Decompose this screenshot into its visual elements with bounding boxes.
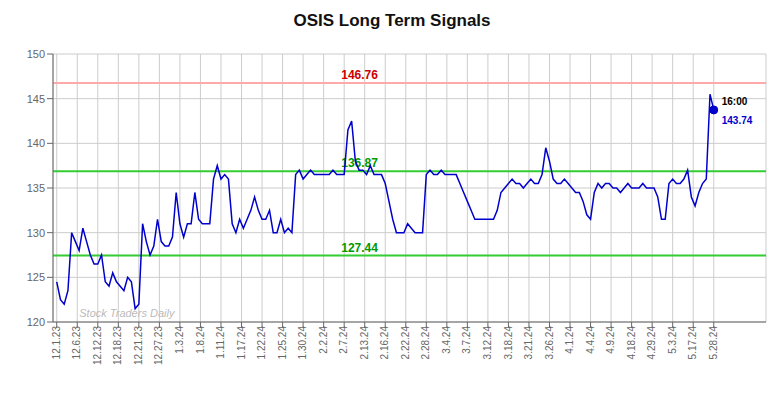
svg-text:4.29.24: 4.29.24 bbox=[646, 326, 657, 360]
svg-text:2.7.24: 2.7.24 bbox=[338, 326, 349, 354]
svg-text:12.12.23: 12.12.23 bbox=[92, 326, 103, 365]
svg-text:4.1.24: 4.1.24 bbox=[564, 326, 575, 354]
svg-text:2.13.24: 2.13.24 bbox=[359, 326, 370, 360]
svg-text:150: 150 bbox=[27, 48, 45, 60]
svg-text:140: 140 bbox=[27, 137, 45, 149]
svg-text:1.11.24: 1.11.24 bbox=[215, 326, 226, 359]
svg-text:130: 130 bbox=[27, 227, 45, 239]
svg-text:143.74: 143.74 bbox=[722, 115, 753, 126]
svg-text:1.17.24: 1.17.24 bbox=[236, 326, 247, 360]
svg-text:136.87: 136.87 bbox=[341, 156, 378, 170]
svg-text:3.7.24: 3.7.24 bbox=[461, 326, 472, 354]
svg-text:1.30.24: 1.30.24 bbox=[297, 326, 308, 360]
svg-text:145: 145 bbox=[27, 93, 45, 105]
svg-text:5.17.24: 5.17.24 bbox=[687, 326, 698, 360]
svg-text:146.76: 146.76 bbox=[341, 68, 378, 82]
svg-text:1.25.24: 1.25.24 bbox=[277, 326, 288, 360]
svg-text:1.22.24: 1.22.24 bbox=[256, 326, 267, 360]
svg-text:12.27.23: 12.27.23 bbox=[153, 326, 164, 365]
html-text:OSIS Long Term Signals: OSIS Long Term Signals bbox=[293, 11, 491, 30]
svg-text:2.22.24: 2.22.24 bbox=[400, 326, 411, 360]
svg-text:2.16.24: 2.16.24 bbox=[379, 326, 390, 360]
svg-text:12.18.23: 12.18.23 bbox=[112, 326, 123, 365]
svg-text:2.2.24: 2.2.24 bbox=[318, 326, 329, 354]
svg-text:4.18.24: 4.18.24 bbox=[626, 326, 637, 360]
svg-text:3.4.24: 3.4.24 bbox=[441, 326, 452, 354]
svg-text:5.28.24: 5.28.24 bbox=[708, 326, 719, 360]
svg-text:3.12.24: 3.12.24 bbox=[482, 326, 493, 360]
svg-text:3.18.24: 3.18.24 bbox=[503, 326, 514, 360]
svg-text:1.3.24: 1.3.24 bbox=[174, 326, 185, 354]
svg-text:12.6.23: 12.6.23 bbox=[71, 326, 82, 360]
svg-text:12.1.23: 12.1.23 bbox=[51, 326, 62, 360]
svg-text:135: 135 bbox=[27, 182, 45, 194]
svg-text:3.26.24: 3.26.24 bbox=[544, 326, 555, 360]
svg-text:Stock Traders Daily: Stock Traders Daily bbox=[79, 307, 176, 319]
svg-text:12.21.23: 12.21.23 bbox=[133, 326, 144, 365]
svg-text:120: 120 bbox=[27, 316, 45, 328]
svg-text:127.44: 127.44 bbox=[341, 241, 378, 255]
svg-text:2.28.24: 2.28.24 bbox=[420, 326, 431, 360]
svg-text:5.3.24: 5.3.24 bbox=[667, 326, 678, 354]
svg-text:16:00: 16:00 bbox=[722, 96, 748, 107]
svg-text:4.4.24: 4.4.24 bbox=[585, 326, 596, 354]
svg-text:3.21.24: 3.21.24 bbox=[523, 326, 534, 360]
svg-text:125: 125 bbox=[27, 271, 45, 283]
svg-text:1.8.24: 1.8.24 bbox=[195, 326, 206, 354]
svg-text:4.9.24: 4.9.24 bbox=[605, 326, 616, 354]
